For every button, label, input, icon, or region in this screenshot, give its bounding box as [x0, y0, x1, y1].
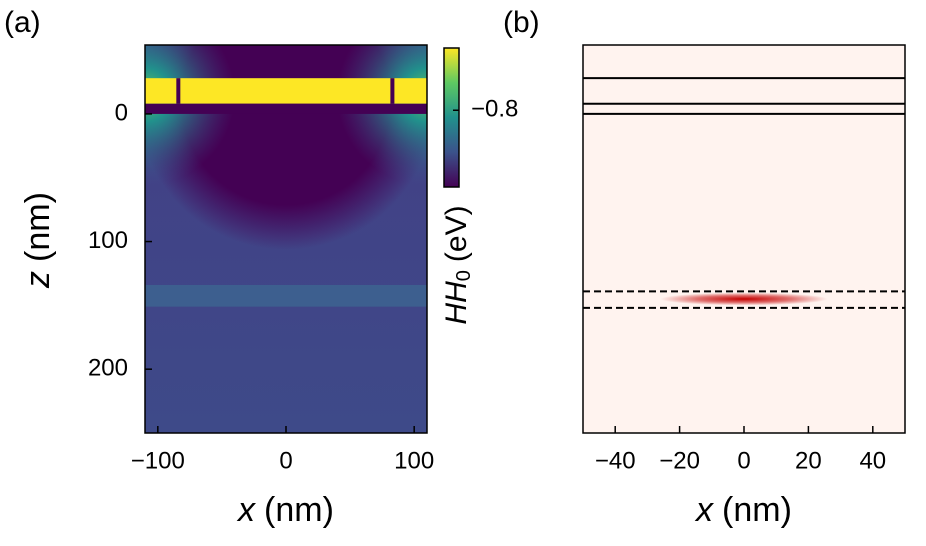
heatmap-background [583, 45, 905, 433]
y-axis-label: z (nm) [19, 192, 57, 289]
panel-label: (b) [503, 6, 540, 39]
heatmap-a [145, 45, 427, 433]
layer-region [145, 284, 427, 307]
axis-symbol: x [694, 491, 714, 529]
axis-unit: (nm) [722, 491, 792, 529]
axis-symbol: z [19, 271, 57, 289]
colorbar-subscript: 0 [453, 270, 475, 281]
overlay: −0.8 −100 0 100 0 100 200 −40 −20 0 20 40 [88, 44, 906, 474]
layer-region [145, 103, 427, 114]
x-tick-label: 20 [795, 447, 822, 474]
axis-unit: (nm) [19, 192, 57, 262]
x-tick-label: 100 [394, 447, 434, 474]
gate-gap [390, 78, 395, 104]
colorbar [443, 47, 460, 188]
layer-region [145, 78, 427, 104]
gate-gap [176, 78, 181, 104]
colorbar-symbol: HH [440, 281, 473, 325]
axis-unit: (nm) [264, 491, 334, 529]
axis-symbol: x [236, 491, 256, 529]
colorbar-tick-label: −0.8 [471, 96, 518, 123]
y-tick-label: 100 [88, 227, 128, 254]
panel-label: (a) [4, 6, 41, 39]
y-tick-label: 0 [115, 99, 128, 126]
x-axis-label: x (nm) [236, 491, 334, 529]
x-tick-label: 0 [737, 447, 750, 474]
density-peak [660, 292, 828, 306]
x-tick-label: −100 [131, 447, 185, 474]
x-tick-label: 40 [859, 447, 886, 474]
colorbar-label: HH0 (eV) [440, 205, 475, 324]
x-tick-label: 0 [279, 447, 292, 474]
x-tick-label: −20 [659, 447, 700, 474]
y-tick-label: 200 [88, 355, 128, 382]
x-axis-label: x (nm) [694, 491, 792, 529]
colorbar-unit: (eV) [440, 205, 473, 262]
x-tick-label: −40 [595, 447, 636, 474]
heatmap-b [583, 45, 905, 433]
